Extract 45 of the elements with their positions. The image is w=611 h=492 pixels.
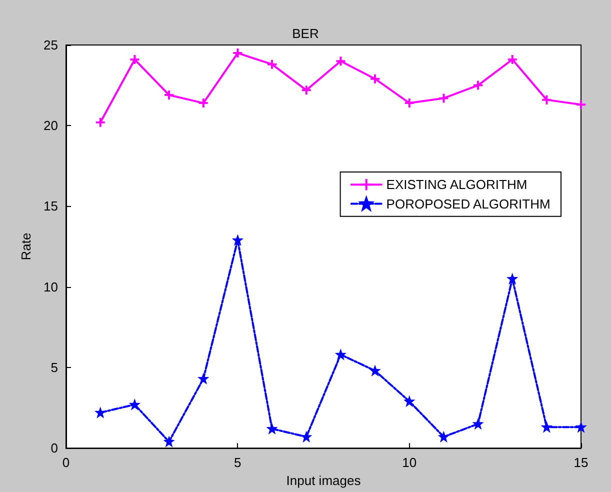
point xyxy=(198,374,208,384)
y-tick-label: 15 xyxy=(44,198,58,214)
point xyxy=(404,396,414,406)
point xyxy=(370,73,380,84)
y-tick-label: 20 xyxy=(44,118,58,134)
y-tick-label: 0 xyxy=(50,440,58,456)
point xyxy=(94,116,106,128)
x-axis-title: Input images xyxy=(286,473,362,488)
y-tick-label: 5 xyxy=(50,360,58,375)
legend-label: EXISTING ALGORITHM xyxy=(386,177,528,192)
point xyxy=(542,422,552,432)
point xyxy=(130,400,140,410)
point xyxy=(438,432,449,442)
point xyxy=(507,274,518,284)
point xyxy=(472,80,484,91)
x-tick-label: 15 xyxy=(574,455,588,470)
point xyxy=(336,350,346,360)
point xyxy=(404,98,415,109)
x-tick-label: 5 xyxy=(234,455,242,470)
chart-title: BER xyxy=(292,26,319,41)
point xyxy=(266,58,278,70)
point xyxy=(576,422,586,432)
point xyxy=(370,366,380,376)
point xyxy=(164,89,174,100)
point xyxy=(335,56,346,67)
legend-label: POROPOSED ALGORITHM xyxy=(386,196,550,212)
point xyxy=(438,92,450,104)
x-tick-label: 0 xyxy=(62,455,70,470)
x-tick-label: 10 xyxy=(402,455,417,470)
y-tick-label: 25 xyxy=(44,38,58,52)
point xyxy=(473,418,483,429)
point xyxy=(300,84,312,96)
point xyxy=(541,94,552,106)
point xyxy=(129,54,140,66)
point xyxy=(164,436,174,447)
y-axis-title: Rate xyxy=(18,232,34,260)
point xyxy=(232,235,243,246)
y-tick-label: 10 xyxy=(44,279,58,294)
point xyxy=(576,99,586,110)
point xyxy=(506,54,518,66)
point xyxy=(232,48,244,59)
point xyxy=(267,424,277,434)
point xyxy=(301,432,312,442)
point xyxy=(95,408,106,418)
point xyxy=(198,98,209,109)
